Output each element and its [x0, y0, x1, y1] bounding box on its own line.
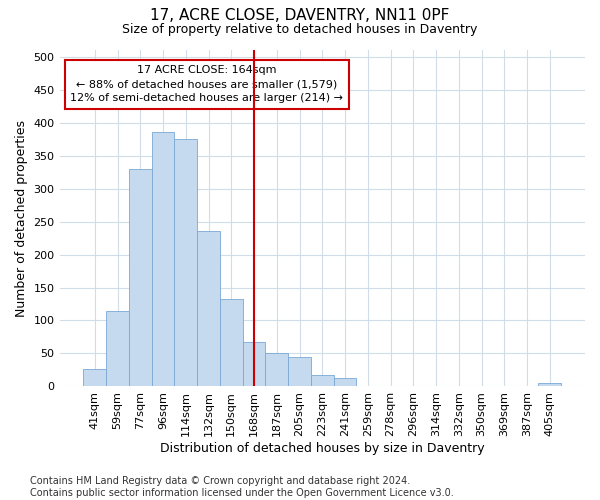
Bar [106, 310, 129, 386]
Bar [538, 382, 561, 386]
Bar [288, 357, 311, 386]
Bar [311, 374, 334, 386]
Bar [265, 354, 288, 386]
Text: 17, ACRE CLOSE, DAVENTRY, NN11 0PF: 17, ACRE CLOSE, DAVENTRY, NN11 0PF [151, 8, 449, 22]
Bar [175, 139, 197, 386]
Bar [152, 132, 175, 386]
Text: Contains HM Land Registry data © Crown copyright and database right 2024.
Contai: Contains HM Land Registry data © Crown c… [30, 476, 454, 498]
Bar [220, 298, 242, 386]
Bar [129, 169, 152, 386]
Bar [242, 342, 265, 386]
X-axis label: Distribution of detached houses by size in Daventry: Distribution of detached houses by size … [160, 442, 485, 455]
Text: 17 ACRE CLOSE: 164sqm
← 88% of detached houses are smaller (1,579)
12% of semi-d: 17 ACRE CLOSE: 164sqm ← 88% of detached … [70, 65, 343, 103]
Text: Size of property relative to detached houses in Daventry: Size of property relative to detached ho… [122, 22, 478, 36]
Bar [334, 378, 356, 386]
Bar [83, 368, 106, 386]
Bar [197, 231, 220, 386]
Y-axis label: Number of detached properties: Number of detached properties [15, 120, 28, 316]
